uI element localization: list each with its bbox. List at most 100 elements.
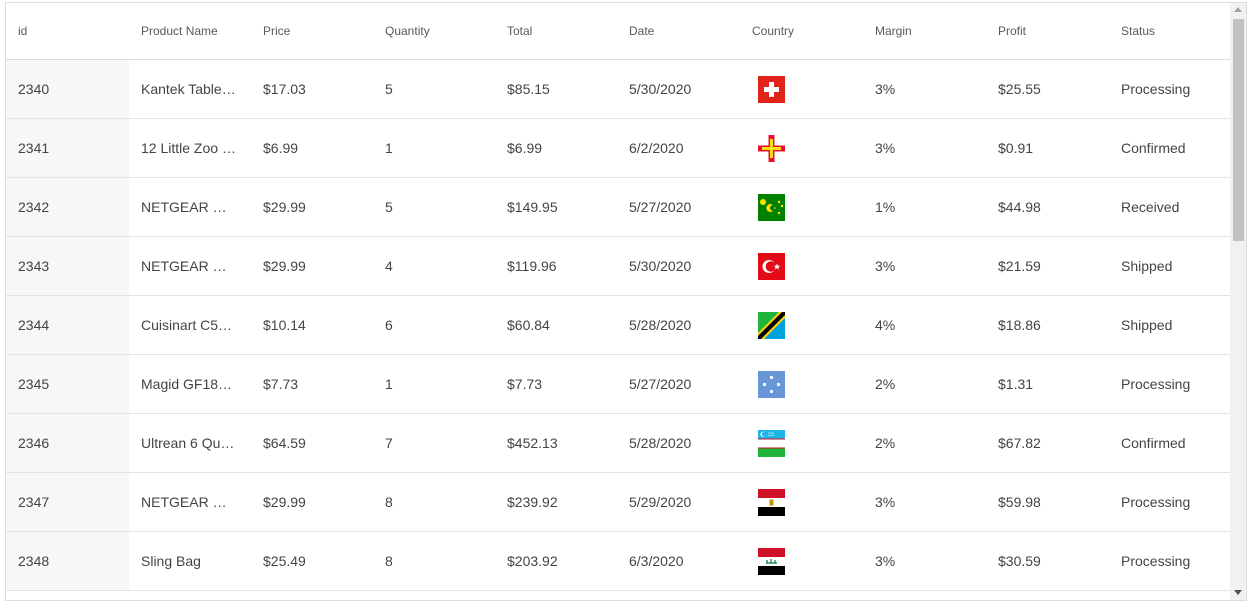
cell-profit: $1.31	[998, 376, 1034, 392]
cell-profit: $30.59	[998, 553, 1041, 569]
cell-status: Processing	[1121, 494, 1191, 510]
table-row[interactable]: 2342 NETGEAR … $29.99 5 $149.95 5/27/202…	[6, 178, 1232, 237]
header-total[interactable]: Total	[507, 24, 533, 38]
cell-profit: $44.98	[998, 199, 1041, 215]
tanzania-flag-icon	[758, 312, 785, 339]
cell-margin: 3%	[875, 140, 896, 156]
grid-body: 2340 Kantek Table… $17.03 5 $85.15 5/30/…	[6, 60, 1232, 591]
egypt-flag-icon	[758, 489, 785, 516]
cell-quantity: 1	[385, 140, 393, 156]
vertical-scrollbar[interactable]	[1230, 3, 1246, 600]
uzbekistan-flag-icon	[758, 430, 785, 457]
header-country[interactable]: Country	[752, 24, 795, 38]
cell-product-name: Ultrean 6 Qu…	[141, 435, 235, 451]
cell-date: 5/29/2020	[629, 494, 692, 510]
cell-total: $239.92	[507, 494, 558, 510]
cell-total: $452.13	[507, 435, 558, 451]
cell-product-name: NETGEAR …	[141, 258, 227, 274]
cell-margin: 2%	[875, 435, 896, 451]
cell-product-name: Kantek Table…	[141, 81, 236, 97]
scroll-up-arrow-icon[interactable]	[1234, 7, 1242, 12]
cell-margin: 3%	[875, 494, 896, 510]
cell-total: $60.84	[507, 317, 550, 333]
cell-date: 5/27/2020	[629, 199, 692, 215]
turkey-flag-icon	[758, 253, 785, 280]
cell-id: 2340	[6, 60, 129, 118]
header-quantity[interactable]: Quantity	[385, 24, 430, 38]
cell-total: $119.96	[507, 258, 557, 274]
header-date[interactable]: Date	[629, 24, 655, 38]
header-price[interactable]: Price	[263, 24, 291, 38]
cell-total: $149.95	[507, 199, 558, 215]
table-row[interactable]: 2343 NETGEAR … $29.99 4 $119.96 5/30/202…	[6, 237, 1232, 296]
cell-date: 5/28/2020	[629, 435, 692, 451]
cell-date: 5/30/2020	[629, 81, 692, 97]
table-row[interactable]: 2341 12 Little Zoo … $6.99 1 $6.99 6/2/2…	[6, 119, 1232, 178]
cell-total: $203.92	[507, 553, 558, 569]
cell-status: Shipped	[1121, 258, 1173, 274]
table-row[interactable]: 2346 Ultrean 6 Qu… $64.59 7 $452.13 5/28…	[6, 414, 1232, 473]
header-product-name[interactable]: Product Name	[141, 24, 218, 38]
cell-id: 2344	[6, 296, 129, 354]
cell-margin: 3%	[875, 81, 896, 97]
micronesia-flag-icon	[758, 371, 785, 398]
cell-quantity: 8	[385, 494, 393, 510]
cell-product-name: Sling Bag	[141, 553, 201, 569]
cell-date: 5/28/2020	[629, 317, 692, 333]
header-profit[interactable]: Profit	[998, 24, 1027, 38]
header-id[interactable]: id	[18, 24, 28, 38]
table-row[interactable]: 2340 Kantek Table… $17.03 5 $85.15 5/30/…	[6, 60, 1232, 119]
cell-margin: 1%	[875, 199, 896, 215]
cell-profit: $25.55	[998, 81, 1041, 97]
cell-total: $85.15	[507, 81, 550, 97]
cell-status: Processing	[1121, 553, 1191, 569]
guernsey-flag-icon	[758, 135, 785, 162]
cocos-islands-flag-icon	[758, 194, 785, 221]
cell-quantity: 5	[385, 199, 393, 215]
cell-price: $6.99	[263, 140, 299, 156]
cell-product-name: 12 Little Zoo …	[141, 140, 236, 156]
cell-price: $7.73	[263, 376, 299, 392]
cell-profit: $21.59	[998, 258, 1041, 274]
table-row[interactable]: 2347 NETGEAR … $29.99 8 $239.92 5/29/202…	[6, 473, 1232, 532]
cell-status: Processing	[1121, 81, 1191, 97]
cell-id: 2342	[6, 178, 129, 236]
cell-status: Processing	[1121, 376, 1191, 392]
grid-header: id Product Name Price Quantity Total Dat…	[6, 3, 1232, 60]
cell-price: $25.49	[263, 553, 306, 569]
cell-quantity: 7	[385, 435, 393, 451]
table-row[interactable]: 2345 Magid GF18… $7.73 1 $7.73 5/27/2020…	[6, 355, 1232, 414]
cell-quantity: 1	[385, 376, 393, 392]
cell-date: 5/27/2020	[629, 376, 692, 392]
cell-price: $17.03	[263, 81, 306, 97]
cell-total: $7.73	[507, 376, 543, 392]
header-margin[interactable]: Margin	[875, 24, 912, 38]
cell-margin: 3%	[875, 553, 896, 569]
cell-profit: $18.86	[998, 317, 1041, 333]
cell-id: 2347	[6, 473, 129, 531]
cell-product-name: Magid GF18…	[141, 376, 233, 392]
table-row[interactable]: 2344 Cuisinart C5… $10.14 6 $60.84 5/28/…	[6, 296, 1232, 355]
header-status[interactable]: Status	[1121, 24, 1156, 38]
scrollbar-thumb[interactable]	[1233, 19, 1244, 241]
cell-profit: $59.98	[998, 494, 1041, 510]
cell-quantity: 4	[385, 258, 393, 274]
cell-margin: 4%	[875, 317, 896, 333]
cell-margin: 3%	[875, 258, 896, 274]
scroll-down-arrow-icon[interactable]	[1234, 590, 1242, 595]
cell-quantity: 6	[385, 317, 393, 333]
cell-id: 2345	[6, 355, 129, 413]
cell-price: $64.59	[263, 435, 306, 451]
iraq-flag-icon	[758, 548, 785, 575]
cell-quantity: 5	[385, 81, 393, 97]
cell-profit: $67.82	[998, 435, 1041, 451]
cell-status: Received	[1121, 199, 1180, 215]
cell-date: 6/2/2020	[629, 140, 684, 156]
table-row[interactable]: 2348 Sling Bag $25.49 8 $203.92 6/3/2020…	[6, 532, 1232, 591]
cell-price: $29.99	[263, 494, 306, 510]
cell-id: 2348	[6, 532, 129, 590]
cell-status: Shipped	[1121, 317, 1173, 333]
cell-date: 5/30/2020	[629, 258, 692, 274]
data-grid: id Product Name Price Quantity Total Dat…	[5, 2, 1247, 601]
cell-product-name: Cuisinart C5…	[141, 317, 233, 333]
